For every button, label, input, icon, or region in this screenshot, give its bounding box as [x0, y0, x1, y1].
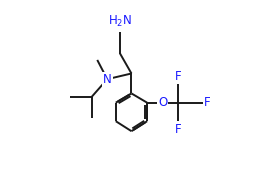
Text: $\mathregular{H_2N}$: $\mathregular{H_2N}$ — [108, 14, 132, 29]
Text: F: F — [175, 123, 182, 136]
Text: F: F — [204, 96, 211, 109]
Text: O: O — [158, 96, 167, 109]
Text: F: F — [175, 70, 182, 83]
Text: N: N — [103, 73, 112, 86]
